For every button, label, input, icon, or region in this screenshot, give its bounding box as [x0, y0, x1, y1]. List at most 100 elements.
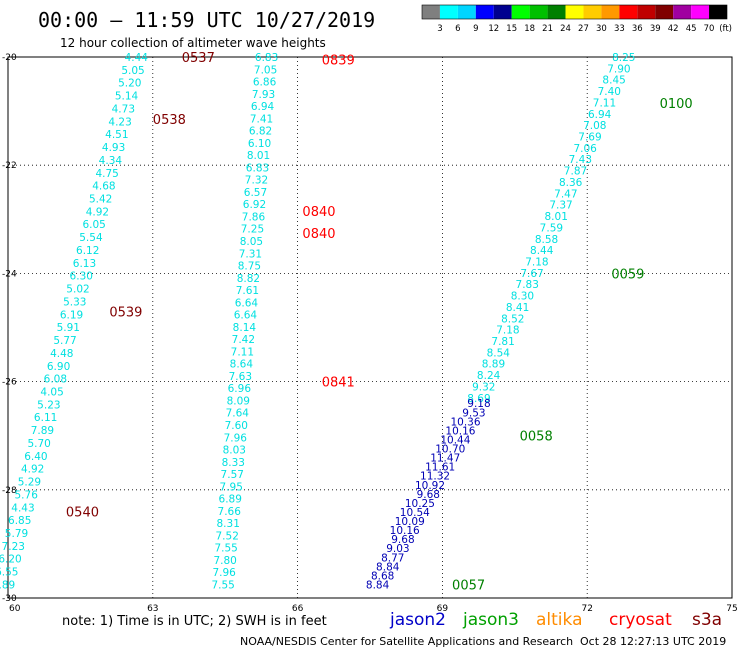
wave-height-value: 8.31 [217, 518, 240, 530]
wave-height-value: 8.89 [482, 359, 505, 371]
colorbar-swatch [493, 5, 512, 19]
pass-time-label: 0538 [153, 113, 186, 128]
wave-height-value: 4.48 [50, 348, 73, 360]
wave-height-value: 4.05 [40, 386, 63, 398]
wave-height-value: 6.57 [244, 187, 267, 199]
wave-height-value: 7.55 [211, 579, 234, 591]
wave-height-value: 7.11 [593, 97, 616, 109]
colorbar-swatch [583, 5, 602, 19]
x-tick-label: 72 [581, 604, 592, 614]
wave-height-value: 6.94 [251, 101, 275, 113]
wave-height-value: 7.96 [212, 567, 236, 579]
wave-height-value: 8.01 [247, 150, 270, 162]
wave-height-value: 6.83 [246, 162, 269, 174]
wave-height-value: 7.25 [241, 224, 264, 236]
colorbar-swatch [439, 5, 458, 19]
wave-height-value: 4.73 [112, 103, 135, 115]
wave-height-value: 7.32 [245, 175, 268, 187]
wave-height-value: 6.82 [249, 126, 272, 138]
wave-height-value: 7.86 [242, 211, 266, 223]
wave-height-value: 8.77 [381, 552, 404, 564]
colorbar-label: 3 [437, 24, 442, 34]
wave-height-value: 6.05 [82, 219, 105, 231]
wave-height-value: 7.80 [213, 555, 236, 567]
wave-height-value: 7.59 [540, 222, 563, 234]
wave-height-value: 7.52 [216, 530, 239, 542]
y-tick-label: -20 [2, 53, 17, 63]
wave-height-value: 5.29 [18, 477, 41, 489]
pass-time-label: 0540 [66, 505, 99, 520]
wave-height-value: 7.31 [239, 248, 262, 260]
wave-height-value: 4.93 [102, 142, 125, 154]
wave-height-value: 5.54 [79, 232, 103, 244]
wave-height-value: 10.70 [435, 444, 465, 456]
wave-height-value: 4.68 [92, 181, 115, 193]
colorbar-label: 30 [596, 24, 607, 34]
wave-height-value: 4.34 [99, 155, 123, 167]
wave-height-value: 5.91 [57, 322, 80, 334]
wave-height-value: 7.08 [583, 120, 606, 132]
wave-height-value: 8.44 [530, 245, 554, 257]
wave-height-value: 7.81 [491, 336, 514, 348]
wave-height-value: 5.05 [121, 65, 144, 77]
wave-height-value: 5.42 [89, 194, 112, 206]
wave-height-value: 8.45 [602, 75, 625, 87]
x-tick-label: 60 [9, 604, 21, 614]
wave-height-value: 7.23 [2, 541, 25, 553]
colorbar-swatch [637, 5, 656, 19]
wave-height-value: 6.12 [76, 245, 99, 257]
colorbar-label: 70 [704, 24, 715, 34]
wave-height-value: 7.60 [225, 420, 248, 432]
satellite-tracks: 4.445.055.205.144.734.234.514.934.344.75… [0, 52, 635, 591]
colorbar-label: 15 [506, 24, 517, 34]
colorbar-swatch [457, 5, 476, 19]
wave-height-value: 6.13 [73, 258, 96, 270]
pass-time-label: 0100 [660, 97, 693, 112]
satellite-legend: jason2 jason3 altika cryosat s3a [389, 610, 722, 630]
wave-height-value: 7.41 [250, 113, 273, 125]
wave-height-value: 4.75 [95, 168, 118, 180]
colorbar-label: 21 [542, 24, 553, 34]
pass-time-label: 0057 [452, 578, 485, 593]
wave-height-value: 5.70 [27, 438, 50, 450]
colorbar-label: 18 [524, 24, 535, 34]
axis-ticks: 60 63 66 69 72 75 -20 -22 -24 -26 -28 -30 [2, 53, 738, 614]
footer-timestamp: Oct 28 12:27:13 UTC 2019 [580, 635, 726, 648]
wave-height-value: 7.89 [31, 425, 54, 437]
wave-height-value: 8.84 [376, 561, 400, 573]
y-tick-label: -26 [2, 378, 17, 388]
wave-height-value: 7.06 [573, 143, 597, 155]
wave-height-value: 10.25 [405, 498, 435, 510]
colorbar-label: 27 [578, 24, 589, 34]
pass-time-label: 0058 [520, 430, 553, 445]
colorbar-frame [421, 4, 728, 20]
wave-height-value: 5.89 [0, 579, 15, 591]
pass-time-label: 0839 [322, 54, 355, 69]
wave-height-value: 8.84 [366, 579, 390, 591]
wave-height-value: 10.92 [415, 480, 445, 492]
colorbar-unit: (ft) [719, 24, 732, 34]
wave-height-value: 9.68 [417, 489, 440, 501]
wave-height-value: 8.75 [238, 261, 261, 273]
wave-height-value: 5.76 [15, 489, 39, 501]
y-tick-label: -30 [2, 594, 17, 604]
wave-height-value: 8.64 [230, 359, 254, 371]
pass-time-label: 0059 [611, 267, 644, 282]
wave-height-value: 8.52 [501, 313, 524, 325]
wave-height-value: 8.01 [545, 211, 568, 223]
wave-height-value: 7.95 [220, 481, 243, 493]
wave-height-value: 7.55 [214, 543, 237, 555]
colorbar-swatch [511, 5, 530, 19]
wave-height-value: 8.82 [237, 273, 260, 285]
wave-height-value: 6.10 [248, 138, 271, 150]
wave-height-value: 9.03 [386, 543, 409, 555]
wave-height-value: 7.63 [229, 371, 252, 383]
x-tick-label: 69 [437, 604, 449, 614]
wave-height-value: 6.90 [47, 361, 70, 373]
colorbar-label: 33 [614, 24, 625, 34]
wave-height-value: 6.20 [0, 554, 22, 566]
pass-time-label: 0539 [109, 305, 142, 320]
wave-height-value: 6.55 [0, 567, 18, 579]
y-tick-label: -28 [2, 486, 17, 496]
